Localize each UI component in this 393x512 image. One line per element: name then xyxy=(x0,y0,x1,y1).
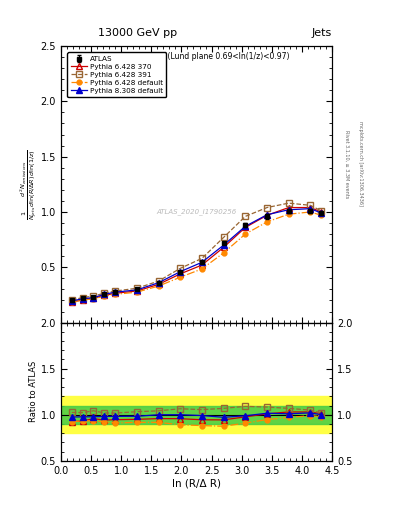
Pythia 6.428 391 xyxy=(102,290,107,296)
X-axis label: ln (R/Δ R): ln (R/Δ R) xyxy=(172,478,221,488)
Pythia 8.308 default xyxy=(308,206,313,212)
Pythia 6.428 370 xyxy=(134,288,139,294)
Pythia 6.428 391 xyxy=(156,278,161,284)
Pythia 8.308 default xyxy=(102,291,107,297)
Pythia 8.308 default xyxy=(200,259,204,265)
Pythia 6.428 default xyxy=(156,283,161,289)
Pythia 8.308 default xyxy=(80,296,85,302)
Pythia 6.428 default xyxy=(91,296,96,302)
Pythia 6.428 391 xyxy=(286,200,291,206)
Y-axis label: Ratio to ATLAS: Ratio to ATLAS xyxy=(29,361,38,422)
Pythia 6.428 391 xyxy=(264,204,269,210)
Pythia 6.428 370 xyxy=(286,204,291,210)
Text: 13000 GeV pp: 13000 GeV pp xyxy=(98,28,177,38)
Pythia 6.428 391 xyxy=(70,297,74,303)
Pythia 6.428 391 xyxy=(91,293,96,299)
Pythia 6.428 391 xyxy=(134,285,139,291)
Pythia 8.308 default xyxy=(221,242,226,248)
Pythia 8.308 default xyxy=(91,294,96,301)
Line: Pythia 6.428 391: Pythia 6.428 391 xyxy=(69,200,324,303)
Legend: ATLAS, Pythia 6.428 370, Pythia 6.428 391, Pythia 6.428 default, Pythia 8.308 de: ATLAS, Pythia 6.428 370, Pythia 6.428 39… xyxy=(67,52,166,97)
Pythia 6.428 default xyxy=(113,291,118,297)
Pythia 6.428 391 xyxy=(80,294,85,301)
Pythia 8.308 default xyxy=(264,211,269,218)
Pythia 6.428 default xyxy=(178,274,183,280)
Pythia 6.428 default xyxy=(80,297,85,303)
Pythia 6.428 370 xyxy=(178,271,183,277)
Pythia 6.428 370 xyxy=(70,299,74,305)
Text: Rivet 3.1.10, ≥ 3.3M events: Rivet 3.1.10, ≥ 3.3M events xyxy=(344,130,349,198)
Pythia 6.428 370 xyxy=(80,297,85,303)
Text: Jets: Jets xyxy=(312,28,332,38)
Pythia 6.428 default xyxy=(102,293,107,299)
Pythia 6.428 370 xyxy=(200,262,204,268)
Pythia 6.428 default xyxy=(221,250,226,256)
Pythia 8.308 default xyxy=(134,287,139,293)
Pythia 6.428 391 xyxy=(113,288,118,294)
Pythia 6.428 370 xyxy=(156,281,161,287)
Line: Pythia 8.308 default: Pythia 8.308 default xyxy=(69,206,324,304)
Pythia 6.428 370 xyxy=(308,204,313,210)
Pythia 8.308 default xyxy=(113,289,118,295)
Pythia 6.428 default xyxy=(319,212,323,218)
Pythia 6.428 391 xyxy=(308,202,313,208)
Pythia 8.308 default xyxy=(70,298,74,304)
Pythia 8.308 default xyxy=(178,269,183,275)
Pythia 6.428 370 xyxy=(319,209,323,215)
Text: mcplots.cern.ch [arXiv:1306.3436]: mcplots.cern.ch [arXiv:1306.3436] xyxy=(358,121,363,206)
Pythia 6.428 391 xyxy=(243,214,248,220)
Pythia 6.428 default xyxy=(308,209,313,215)
Line: Pythia 6.428 default: Pythia 6.428 default xyxy=(69,209,324,305)
Pythia 8.308 default xyxy=(286,207,291,213)
Text: ATLAS_2020_I1790256: ATLAS_2020_I1790256 xyxy=(156,208,237,216)
Pythia 6.428 default xyxy=(134,289,139,295)
Pythia 8.308 default xyxy=(243,223,248,229)
Pythia 6.428 370 xyxy=(102,292,107,298)
Y-axis label: $\frac{1}{N_{jets}}\frac{d^2 N_{emissions}}{d\ln (R/\Delta R)\, d\ln (1/z)}$: $\frac{1}{N_{jets}}\frac{d^2 N_{emission… xyxy=(18,149,39,220)
Pythia 8.308 default xyxy=(156,280,161,286)
Text: ln(R/Δ R) (Lund plane 0.69<ln(1/z)<0.97): ln(R/Δ R) (Lund plane 0.69<ln(1/z)<0.97) xyxy=(131,52,289,60)
Pythia 6.428 370 xyxy=(221,244,226,250)
Pythia 6.428 370 xyxy=(243,224,248,230)
Pythia 6.428 391 xyxy=(319,208,323,214)
Pythia 8.308 default xyxy=(319,210,323,216)
Pythia 6.428 default xyxy=(200,266,204,272)
Pythia 6.428 default xyxy=(286,211,291,217)
Pythia 6.428 default xyxy=(70,299,74,305)
Line: Pythia 6.428 370: Pythia 6.428 370 xyxy=(69,205,324,305)
Pythia 6.428 default xyxy=(264,219,269,225)
Pythia 6.428 391 xyxy=(221,234,226,241)
Pythia 6.428 391 xyxy=(178,265,183,271)
Pythia 6.428 370 xyxy=(113,290,118,296)
Pythia 6.428 default xyxy=(243,231,248,237)
Pythia 6.428 370 xyxy=(91,295,96,301)
Pythia 6.428 370 xyxy=(264,212,269,218)
Pythia 6.428 391 xyxy=(200,255,204,262)
